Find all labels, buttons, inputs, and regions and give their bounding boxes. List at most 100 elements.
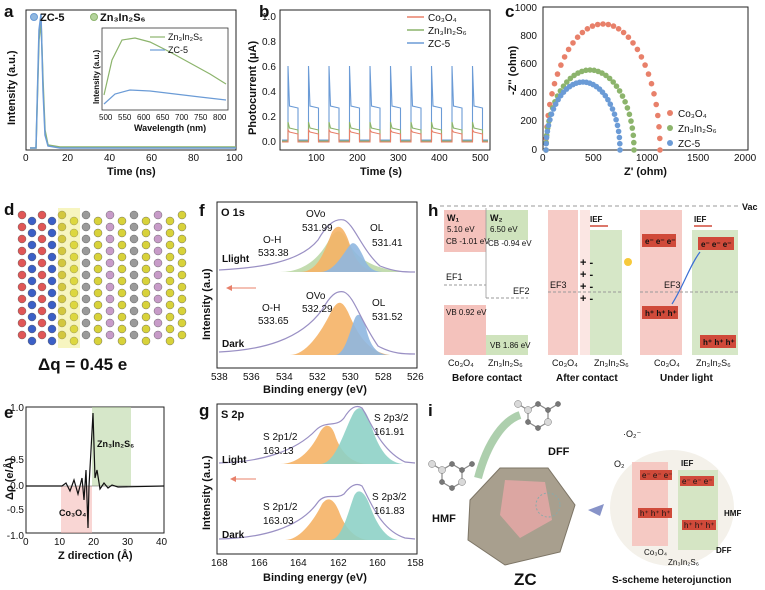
dark-p12-label: S 2p1/2: [263, 502, 298, 513]
dark-tag-s: Dark: [222, 530, 245, 541]
dff-label-i: DFF: [716, 546, 732, 555]
xtick: 100: [226, 153, 243, 164]
atom: [165, 240, 175, 250]
atom: [141, 300, 151, 310]
panel-d-label: d: [4, 200, 14, 219]
nyquist-point: [561, 54, 568, 60]
legend-c: Co₃O₄ Zn₃In₂S₆ ZC-5: [667, 109, 717, 150]
nyquist-point: [587, 67, 593, 73]
nyquist-point: [545, 122, 552, 129]
co-label-i: Co₃O₄: [644, 548, 667, 557]
panel-a-xticks: 0 20 40 60 80 100: [23, 153, 243, 164]
zn-vb-before: [486, 335, 528, 355]
panel-d: d Δq = 0.45 e: [4, 200, 187, 374]
atom: [105, 258, 115, 268]
nyquist-point: [605, 96, 611, 103]
panel-b-ylabel: Photocurrent (μA): [247, 41, 259, 135]
atom: [81, 222, 91, 232]
hole-box-zn: [700, 335, 736, 348]
panel-c-frame: [542, 6, 749, 151]
atom: [153, 246, 163, 256]
nyquist-point: [613, 116, 619, 123]
holes-co: h⁺ h⁺ h⁺: [645, 309, 677, 318]
panel-e-xticks: 0 10 20 30 40: [23, 537, 168, 548]
nyquist-point: [616, 134, 623, 141]
atom: [129, 222, 139, 232]
atom: [69, 288, 79, 298]
charge-plus-minus: + -: [580, 281, 593, 293]
holes-co-i: h⁺ h⁺ h⁺: [640, 509, 670, 518]
scan-arrow-s-head: [230, 476, 236, 482]
atom: [17, 258, 27, 268]
atom: [47, 228, 57, 238]
co-band-before: [444, 210, 486, 252]
cb1-label: CB -1.01 eV: [446, 237, 490, 246]
dark-ol-peak: [335, 314, 390, 355]
series-zc5-photocurrent: [282, 65, 488, 141]
atom: [17, 270, 27, 280]
hole-box-zn-i: [682, 520, 716, 530]
atom: [105, 270, 115, 280]
hmf-label-i: HMF: [724, 509, 741, 518]
ytick: 1000: [515, 3, 538, 14]
ef3-label-light: EF3: [664, 280, 681, 290]
nyquist-point: [543, 134, 550, 141]
atom: [17, 282, 27, 292]
atom: [117, 216, 127, 226]
ief-label-light: IEF: [694, 215, 707, 224]
nyquist-point: [648, 80, 655, 87]
atom: [117, 228, 127, 238]
ief-label-after: IEF: [590, 215, 603, 224]
electron-box-zn-i: [680, 476, 714, 486]
atom: [37, 222, 47, 232]
xtick: 168: [211, 558, 228, 569]
holes-zn: h⁺ h⁺ h⁺: [703, 338, 735, 347]
atom: [93, 336, 103, 346]
atom: [47, 240, 57, 250]
panel-b-xticks: 100 200 300 400 500: [308, 153, 489, 164]
inset-xtick: 550: [118, 113, 132, 122]
nyquist-point: [543, 147, 549, 153]
molecule-atom: [469, 461, 475, 467]
atom: [27, 240, 37, 250]
vb1-label: VB 0.92 eV: [446, 308, 487, 317]
legend-b: Co₃O₄ Zn₃In₂S₆ ZC-5: [407, 13, 467, 50]
dark-envelope: [218, 291, 416, 355]
light-p12-value: 163.13: [263, 446, 294, 457]
legend-b-zn: Zn₃In₂S₆: [428, 26, 467, 37]
nyquist-point: [616, 88, 623, 94]
dark-ov-label: OVo: [306, 291, 326, 302]
nyquist-point: [615, 128, 622, 135]
xtick: 80: [188, 153, 200, 164]
inset-zc5-curve: [103, 89, 227, 105]
nyquist-point: [645, 71, 652, 77]
inset-xtick: 500: [99, 113, 113, 122]
charge-plus-minus: + -: [580, 293, 593, 305]
panel-g: g S 2p Light Dark S 2p1/2 163.13 S 2p3/2…: [199, 401, 424, 584]
atom: [105, 330, 115, 340]
light-ol-value: 531.41: [372, 238, 403, 249]
atom: [165, 336, 175, 346]
molecule-atom: [535, 425, 541, 431]
inset-zn-curve: [103, 37, 227, 96]
atom: [69, 252, 79, 262]
nyquist-point: [555, 96, 561, 103]
atom: [93, 324, 103, 334]
atom: [105, 234, 115, 244]
atom: [81, 282, 91, 292]
atom: [27, 288, 37, 298]
xtick: 532: [309, 372, 326, 383]
light-p32-label: S 2p3/2: [374, 413, 409, 424]
electron-box-zn: [698, 237, 734, 250]
atom: [27, 300, 37, 310]
inset-xtick: 600: [137, 113, 151, 122]
xtick: 536: [243, 372, 260, 383]
atom: [93, 252, 103, 262]
panel-c-ylabel: -Z'' (ohm): [507, 45, 519, 95]
atom: [129, 270, 139, 280]
series-zc5-nyquist: [543, 79, 623, 153]
atom: [141, 264, 151, 274]
ef2-label: EF2: [513, 286, 530, 296]
atom: [141, 288, 151, 298]
atom: [37, 318, 47, 328]
